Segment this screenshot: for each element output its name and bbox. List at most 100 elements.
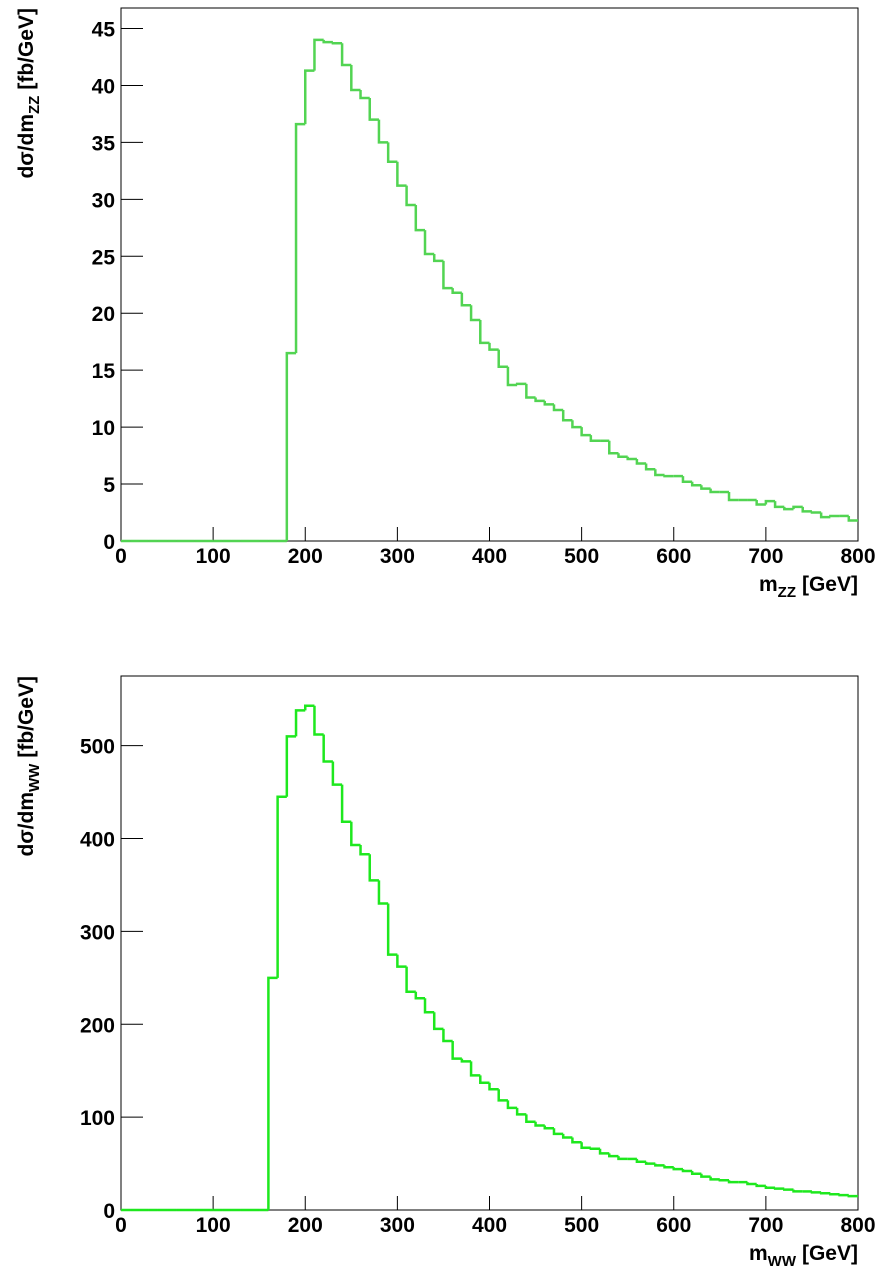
y-tick-label: 200 — [80, 1014, 115, 1037]
histogram-bin — [810, 511, 822, 514]
histogram-bin — [340, 43, 352, 67]
histogram-bin — [442, 1028, 453, 1043]
histogram-bin — [386, 142, 398, 163]
histogram-bin — [764, 1185, 776, 1189]
histogram-bin — [331, 761, 343, 786]
histogram-bin — [497, 1089, 508, 1102]
histogram-bin — [755, 500, 766, 506]
histogram-bin — [635, 459, 647, 465]
histogram-bin — [589, 435, 601, 443]
histogram-bin — [792, 505, 803, 510]
histogram-bin — [644, 463, 656, 471]
x-tick-label: 600 — [656, 1214, 691, 1237]
histogram-bin — [626, 456, 637, 461]
histogram-bin — [608, 1153, 619, 1158]
histogram-bin — [690, 481, 702, 487]
histogram-bin — [700, 485, 711, 490]
y-tick-label: 300 — [80, 921, 115, 944]
y-label-main: dσ/dm — [15, 114, 38, 179]
histogram-bin — [764, 499, 776, 505]
histogram-bin — [801, 506, 812, 513]
histogram-bin — [755, 1184, 766, 1188]
histogram-bin — [368, 854, 379, 882]
histogram-bin — [479, 1075, 490, 1085]
histogram-bin — [810, 1191, 822, 1194]
histogram-bin — [442, 260, 453, 290]
histogram-bin — [285, 351, 297, 541]
histogram-bin — [654, 1163, 665, 1167]
y-tick-label: 100 — [80, 1107, 115, 1130]
histogram-bin — [469, 305, 481, 322]
histogram-bin — [340, 784, 352, 824]
histogram-bin — [773, 1187, 785, 1190]
histogram-bin — [746, 1182, 757, 1186]
histogram-bin — [681, 1169, 693, 1173]
y-tick-label: 40 — [92, 75, 115, 98]
plot-frame — [120, 675, 859, 1211]
histogram-bin — [414, 991, 426, 1000]
histogram-bin — [322, 39, 333, 44]
histogram-bin — [294, 709, 306, 737]
x-tick-label: 700 — [748, 545, 783, 568]
histogram-bin — [561, 410, 573, 422]
histogram-bin — [792, 1189, 803, 1193]
histogram-bin — [350, 821, 361, 847]
histogram-bin — [543, 400, 554, 406]
x-axis-label: mWW [GeV] — [749, 1242, 858, 1270]
histogram-bin — [829, 1192, 840, 1196]
histogram-bin — [432, 1012, 444, 1031]
histogram-bin — [276, 795, 287, 978]
x-label-sub: ZZ — [778, 584, 796, 601]
histogram-bin — [350, 64, 361, 92]
y-tick-label: 500 — [80, 736, 115, 759]
histogram-bin — [294, 122, 306, 354]
histogram-bin — [460, 292, 472, 307]
histogram-bin — [423, 230, 435, 256]
histogram-bin — [847, 1194, 858, 1198]
histogram-bin — [377, 880, 389, 905]
histogram-bin — [525, 383, 536, 399]
histogram-bin — [598, 1148, 610, 1155]
histogram-bin — [644, 1161, 656, 1165]
y-tick-label: 400 — [80, 829, 115, 852]
histogram-bin — [515, 1107, 527, 1116]
y-label-suffix: [fb/GeV] — [15, 8, 38, 90]
histogram-bin — [580, 427, 591, 437]
histogram-bin — [663, 474, 674, 478]
histogram-bin — [488, 342, 499, 351]
y-tick-label: 0 — [103, 531, 115, 554]
histogram-bin — [405, 185, 416, 207]
histogram-bin — [838, 1193, 849, 1197]
histogram-bin — [783, 506, 794, 511]
x-tick-label: 600 — [656, 545, 691, 568]
histogram-bin — [552, 404, 564, 412]
x-tick-label: 400 — [472, 545, 507, 568]
histogram-bin — [423, 998, 435, 1014]
histogram-bin — [525, 1114, 536, 1124]
histogram-bin — [534, 1121, 545, 1127]
histogram-bin — [552, 1128, 564, 1136]
histogram-bin — [451, 1040, 462, 1060]
histogram-bin — [663, 1165, 674, 1169]
histogram-bin — [506, 1100, 518, 1110]
histogram-bin — [377, 119, 389, 144]
histogram-bin — [773, 501, 785, 509]
histogram-bin — [672, 1167, 683, 1171]
histogram-bin — [847, 515, 858, 522]
histogram-bin — [368, 97, 379, 121]
y-tick-label: 15 — [92, 360, 116, 383]
y-axis-label: dσ/dmWW [fb/GeV] — [15, 676, 43, 857]
x-label-suffix: [GeV] — [802, 573, 858, 596]
histogram-bin — [451, 288, 462, 294]
histogram-bin — [571, 1137, 582, 1144]
histogram-bin — [313, 705, 324, 736]
histogram-bin — [304, 704, 315, 711]
y-tick-label: 20 — [92, 303, 115, 326]
histogram-panel: 0 100 200 300 400 500 600 700 800 0 100 200 300 400 50… — [15, 675, 876, 1270]
y-tick-label: 30 — [92, 189, 115, 212]
histogram-bin — [506, 366, 518, 387]
histogram-bin — [709, 1176, 720, 1181]
histogram-bin — [396, 161, 407, 187]
histogram-bin — [479, 320, 490, 345]
